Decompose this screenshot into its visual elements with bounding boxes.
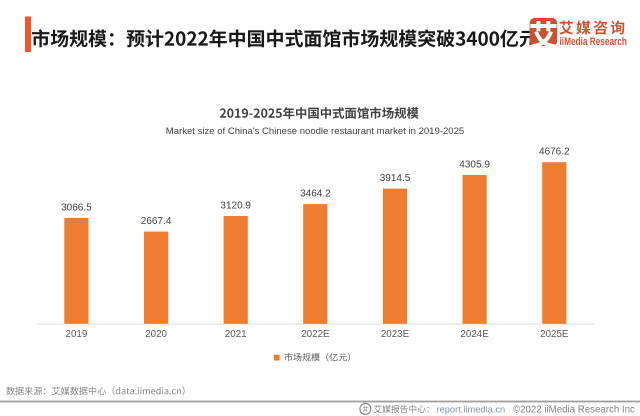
svg-text:4676.2: 4676.2 <box>539 147 570 158</box>
svg-text:3914.5: 3914.5 <box>380 173 411 184</box>
svg-text:©2022 iiMedia Research Inc: ©2022 iiMedia Research Inc <box>513 404 635 415</box>
svg-text:2020: 2020 <box>145 329 167 340</box>
svg-text:3120.9: 3120.9 <box>220 201 251 212</box>
svg-text:report.iimedia.cn: report.iimedia.cn <box>437 404 506 414</box>
svg-text:2022E: 2022E <box>301 329 330 340</box>
svg-text:4305.9: 4305.9 <box>459 160 490 171</box>
svg-text:3066.5: 3066.5 <box>61 202 92 213</box>
svg-text:2019: 2019 <box>66 329 88 340</box>
svg-text:2667.4: 2667.4 <box>141 216 172 227</box>
svg-text:2023E: 2023E <box>381 329 410 340</box>
svg-text:iiMedia Research: iiMedia Research <box>560 36 627 48</box>
svg-text:2024E: 2024E <box>460 329 489 340</box>
svg-text:Market size of China's Chinese: Market size of China's Chinese noodle re… <box>166 126 464 137</box>
svg-text:3464.2: 3464.2 <box>300 189 331 200</box>
svg-text:2025E: 2025E <box>540 329 569 340</box>
svg-text:2021: 2021 <box>225 329 247 340</box>
